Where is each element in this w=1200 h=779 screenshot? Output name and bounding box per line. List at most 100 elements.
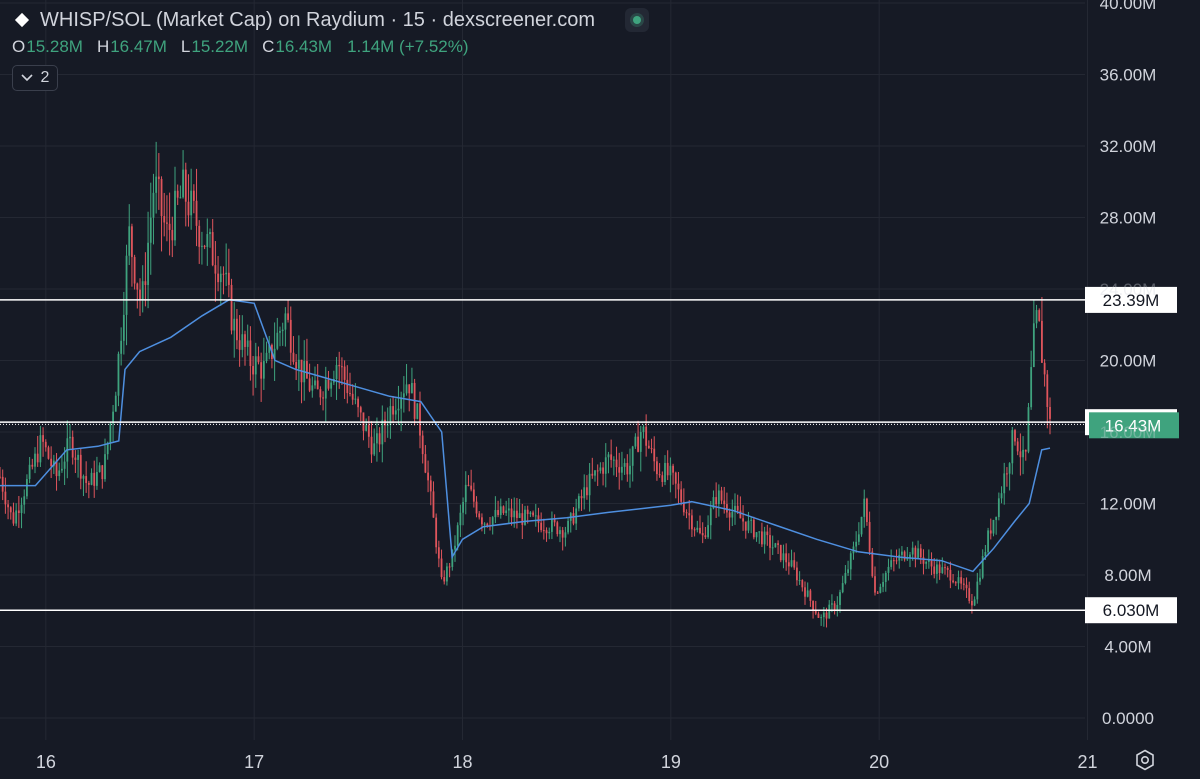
candle-body	[63, 461, 66, 469]
candle-body	[157, 176, 160, 180]
candle-body	[459, 512, 462, 526]
candle-body	[308, 378, 311, 391]
candle-body	[790, 560, 793, 567]
candle-body	[125, 255, 128, 315]
candle-body	[534, 515, 537, 517]
candle-body	[381, 419, 384, 445]
candle-body	[289, 319, 292, 353]
candle-body	[499, 506, 502, 516]
candle-body	[1, 476, 4, 492]
candle-body	[192, 190, 195, 201]
candle-body	[976, 581, 979, 600]
candle-body	[901, 551, 903, 555]
candle-body	[782, 553, 785, 561]
candle-body	[322, 397, 324, 399]
candle-body	[919, 548, 922, 558]
change-readout: 1.14M (+7.52%)	[347, 37, 469, 56]
candle-body	[225, 272, 228, 275]
y-tick-label: 4.00M	[1104, 638, 1151, 657]
indicator-collapse-button[interactable]: 2	[12, 65, 58, 91]
candle-body	[316, 380, 319, 390]
candle-body	[777, 543, 779, 545]
candle-body	[1041, 320, 1043, 363]
candle-body	[7, 504, 9, 508]
candle-body	[217, 273, 219, 283]
candle-body	[120, 340, 123, 354]
candle-body	[849, 553, 852, 570]
candle-body	[55, 460, 58, 477]
candle-body	[731, 511, 734, 518]
candle-body	[564, 532, 567, 538]
candle-body	[47, 447, 50, 459]
candle-body	[26, 479, 28, 497]
candle-body	[685, 512, 688, 514]
candle-body	[429, 480, 432, 492]
candle-body	[540, 522, 543, 531]
candle-body	[658, 474, 661, 476]
candle-body	[58, 470, 61, 477]
candle-body	[839, 592, 841, 605]
candle-body	[965, 584, 968, 589]
candle-body	[656, 461, 658, 475]
candle-body	[319, 389, 322, 398]
candle-body	[50, 458, 53, 467]
candle-body	[927, 560, 930, 562]
x-tick-label: 17	[244, 752, 264, 772]
candle-body	[69, 436, 71, 439]
candle-body	[144, 281, 147, 285]
candle-body	[346, 379, 349, 394]
candle-body	[715, 497, 718, 505]
candle-body	[513, 510, 516, 518]
candle-body	[612, 459, 615, 461]
candle-body	[874, 576, 876, 593]
ohlc-readout: O15.28M H16.47M L15.22M C16.43M 1.14M (+…	[12, 37, 649, 57]
candle-body	[637, 436, 639, 452]
candle-body	[472, 489, 475, 502]
candle-body	[691, 515, 693, 530]
candle-body	[470, 485, 473, 490]
candle-body	[462, 502, 464, 513]
candle-body	[971, 600, 973, 606]
settings-icon[interactable]	[1133, 748, 1157, 772]
candle-body	[962, 583, 965, 585]
candle-body	[122, 314, 125, 341]
candle-body	[526, 509, 529, 515]
y-axis: 40.00M 36.00M 32.00M 28.00M 24.00M 20.00M 16.0…	[1100, 0, 1157, 728]
candle-body	[195, 200, 198, 226]
candle-body	[378, 433, 381, 445]
candle-body	[1006, 473, 1008, 475]
candle-body	[677, 483, 680, 490]
candle-body	[669, 465, 672, 476]
candle-body	[599, 467, 602, 471]
candle-body	[847, 569, 849, 573]
candle-body	[475, 501, 478, 514]
low-readout: L15.22M	[180, 37, 249, 56]
candle-body	[238, 340, 241, 350]
candle-body	[572, 513, 575, 524]
candle-body	[701, 533, 704, 536]
candle-body	[101, 465, 104, 480]
candle-body	[938, 564, 941, 574]
candle-body	[330, 382, 333, 389]
candle-body	[96, 472, 98, 486]
candle-body	[136, 283, 139, 290]
candle-body	[981, 556, 984, 578]
candle-body	[184, 169, 187, 202]
level-badge	[1085, 286, 1177, 313]
grid-lines	[0, 0, 1088, 740]
candle-body	[1019, 451, 1022, 458]
candle-body	[502, 506, 505, 514]
candle-body	[577, 496, 580, 509]
candle-body	[806, 590, 809, 597]
y-tick-label: 40.00M	[1100, 0, 1157, 13]
y-tick-label: 12.00M	[1100, 495, 1157, 514]
live-dot-icon[interactable]	[625, 8, 649, 32]
candle-body	[15, 510, 18, 524]
chart-header: WHISP/SOL (Market Cap) on Raydium · 15 ·…	[12, 6, 649, 91]
candle-body	[106, 442, 109, 455]
candle-body	[214, 265, 217, 274]
candle-body	[871, 551, 874, 577]
last-price-label: 16.43M	[1105, 416, 1162, 435]
